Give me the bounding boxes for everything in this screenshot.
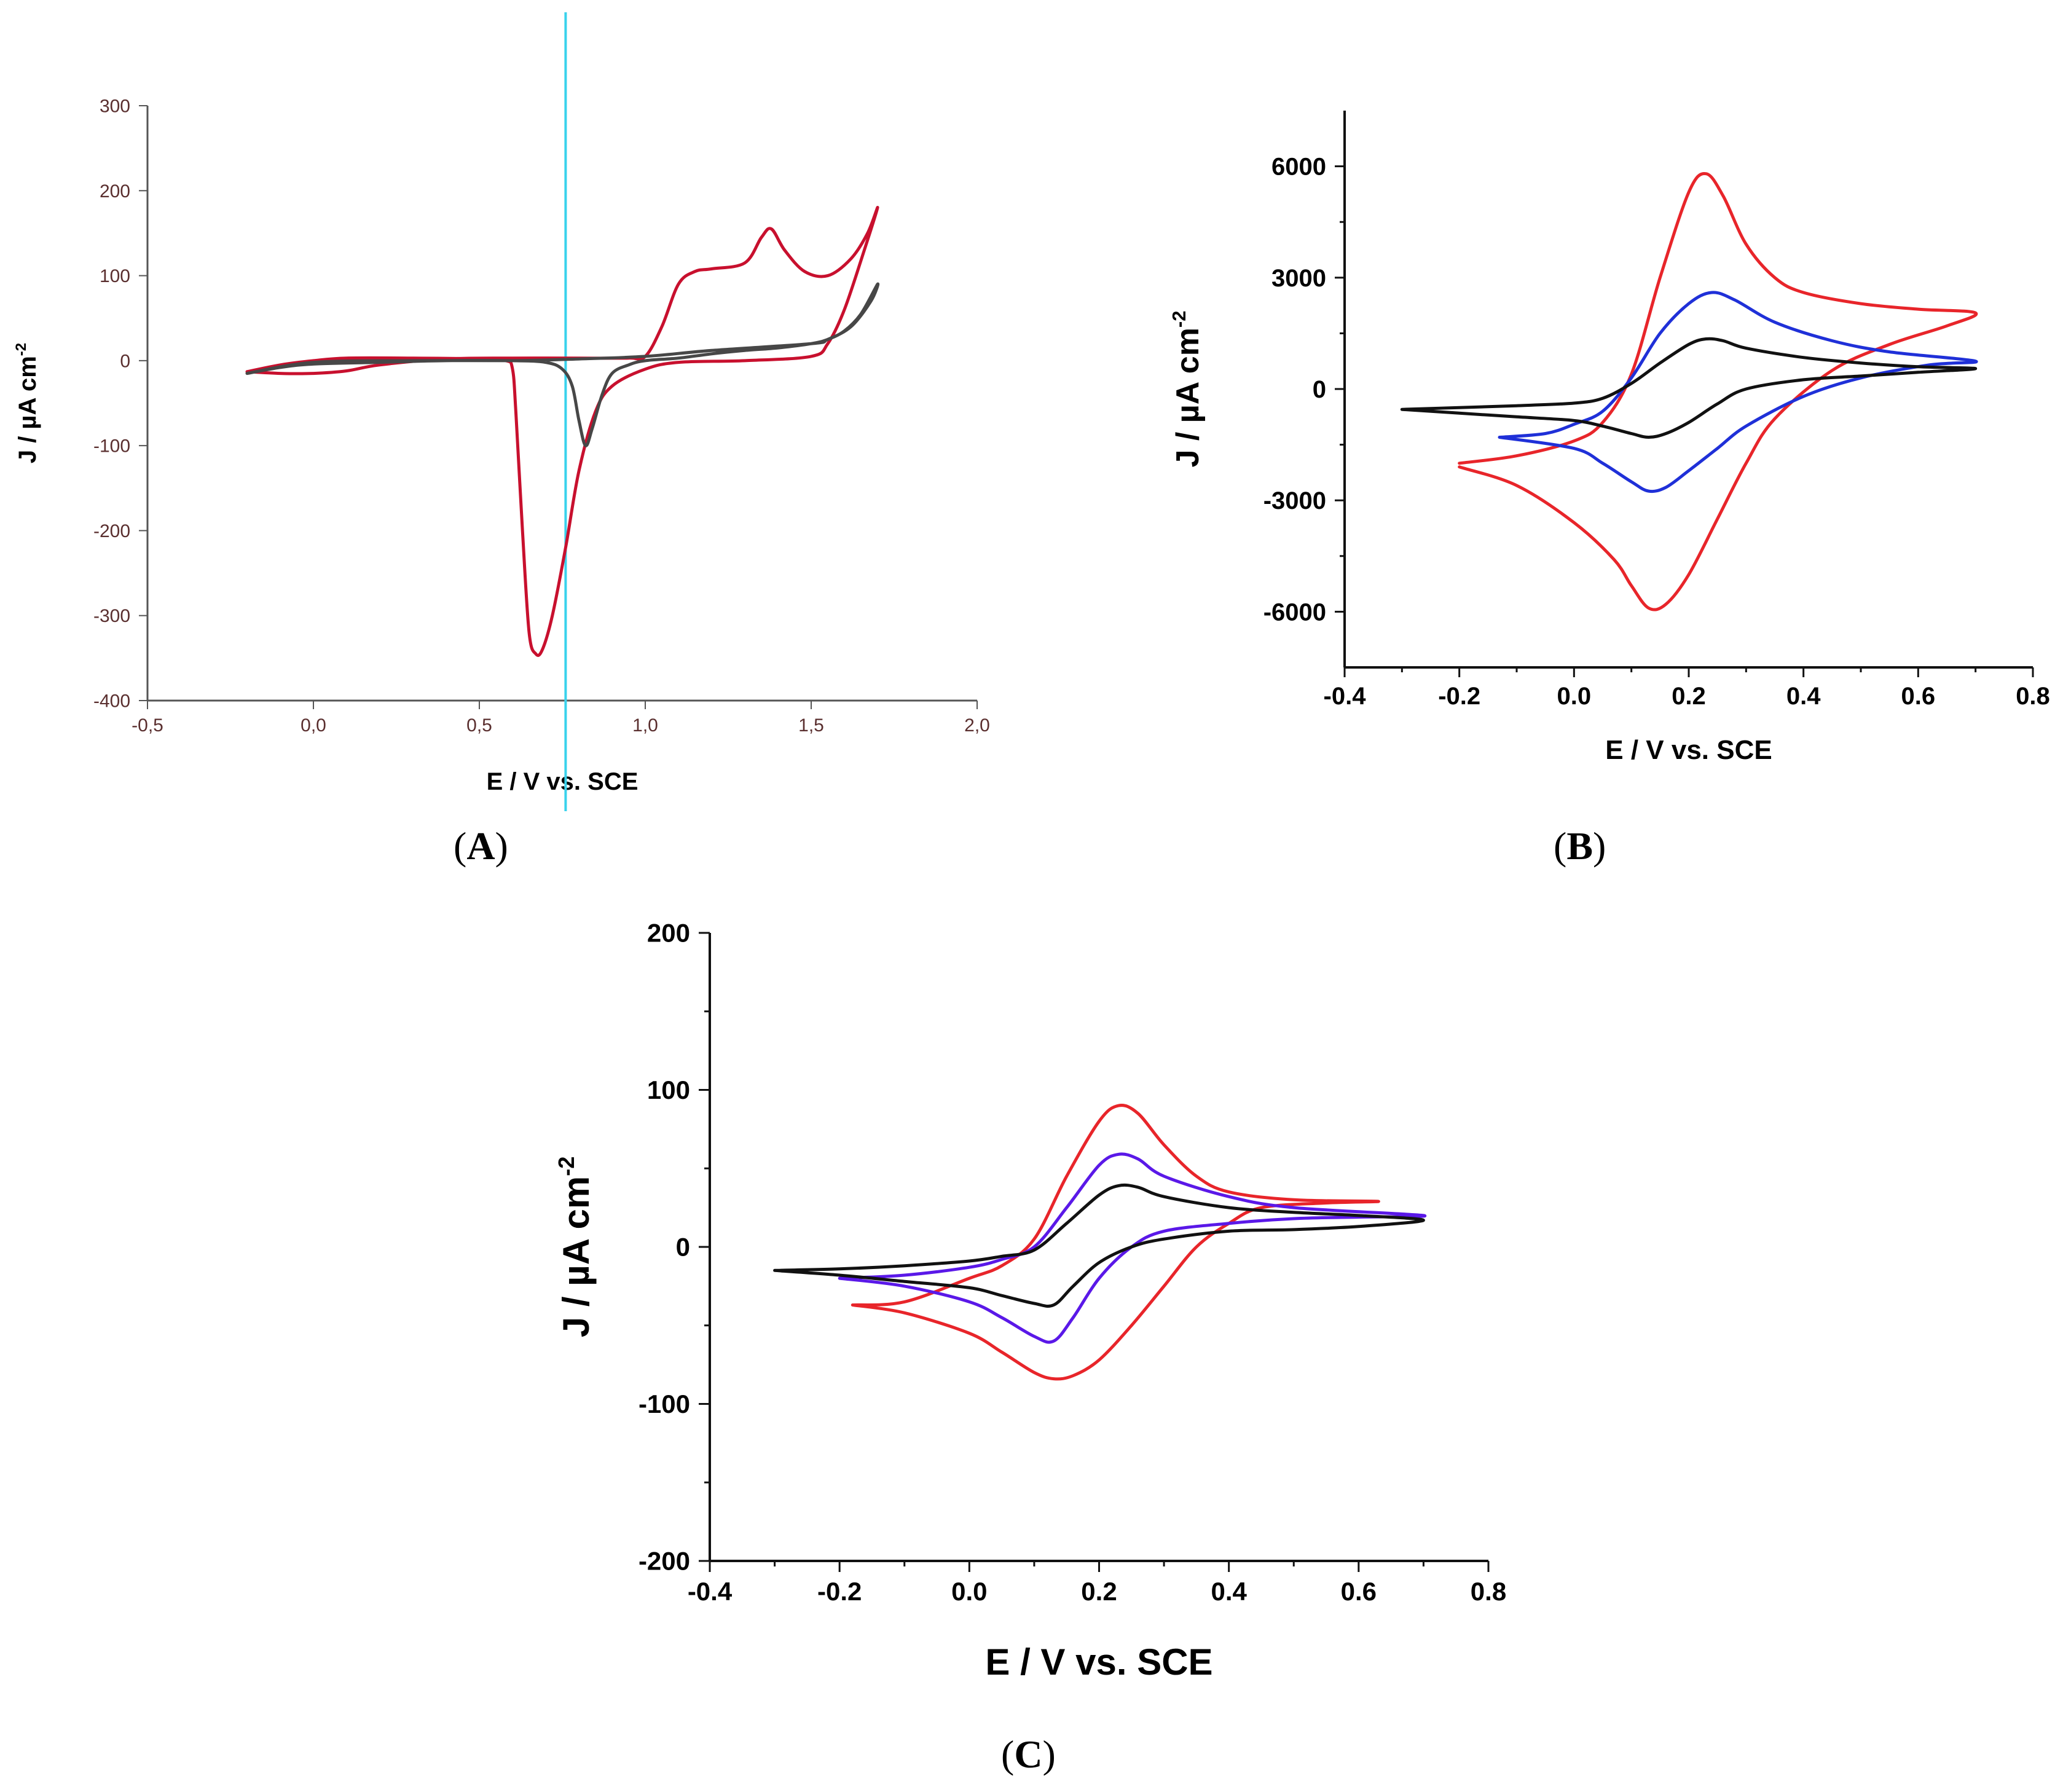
- caption-a-close: ): [495, 824, 508, 868]
- caption-b-open: (: [1554, 824, 1567, 868]
- plot-b: -0.4 -0.2 0.0 0.2 0.4 0.6 0.8 -6000 -3000 0 3000 60…: [1168, 111, 2050, 765]
- chart-a-y-tick-label: 100: [100, 266, 130, 286]
- chart-c-x-tick-label: 0.4: [1211, 1577, 1247, 1606]
- chart-c-y-tick-label: 100: [647, 1075, 690, 1104]
- chart-a-y-label-main: J / µA cm: [14, 356, 41, 463]
- chart-a-x-tick-label: 0,0: [301, 715, 326, 736]
- chart-a-x-label: E / V vs. SCE: [487, 768, 639, 795]
- chart-c-series-violet: [838, 1152, 1427, 1344]
- chart-c-y-label-sup: -2: [554, 1157, 579, 1176]
- caption-a-open: (: [454, 824, 467, 868]
- chart-a-y-label-sup: -2: [13, 343, 29, 356]
- chart-b-x-tick-label: 0.2: [1672, 683, 1706, 710]
- caption-c-open: (: [1001, 1732, 1015, 1776]
- chart-b-y-tick-label: -3000: [1263, 487, 1326, 514]
- chart-a-y-label: J / µA cm-2: [13, 343, 41, 463]
- plot-c: -0.4 -0.2 0.0 0.2 0.4 0.6 0.8 -200 -100 0 100 200 E …: [554, 919, 1506, 1683]
- caption-b: (B): [1554, 823, 1606, 869]
- chart-b-y-tick-label: 6000: [1271, 154, 1326, 181]
- chart-c-y-tick-label: 0: [676, 1233, 690, 1262]
- chart-b-x-tick-label: 0.0: [1557, 683, 1592, 710]
- chart-c-x-tick-label: -0.4: [688, 1577, 733, 1606]
- chart-a-y-tick-label: -100: [93, 436, 130, 457]
- chart-a-x-tick-label: 1,0: [632, 715, 658, 736]
- chart-a-y-tick-label: -300: [93, 606, 130, 626]
- chart-b-y-label: J / µA cm-2: [1168, 310, 1206, 467]
- chart-a-y-tick-label: 0: [120, 351, 130, 371]
- chart-a-y-tick-label: -200: [93, 521, 130, 541]
- chart-a-y-tick-label: 200: [100, 181, 130, 202]
- chart-a-y-tick-label: 300: [100, 96, 130, 117]
- chart-a-series-red: [245, 206, 879, 657]
- chart-a-series-gray: [245, 282, 880, 447]
- chart-c-series-red: [851, 1104, 1380, 1381]
- chart-c-x-tick-label: 0.2: [1081, 1577, 1117, 1606]
- chart-a-x-tick-label: 1,5: [798, 715, 824, 736]
- chart-b-x-tick-label: -0.4: [1324, 683, 1367, 710]
- chart-c-x-tick-label: -0.2: [817, 1577, 862, 1606]
- chart-b-x-tick-label: -0.2: [1438, 683, 1480, 710]
- chart-a-y-tick-label: -400: [93, 691, 130, 712]
- plot-a: -0,5 0,0 0,5 1,0 1,5 2,0 -400 -300 -200 -100 0 100 2…: [13, 12, 990, 811]
- chart-b-series-red: [1458, 172, 1978, 611]
- chart-b-series-blue: [1498, 291, 1978, 493]
- caption-c-letter: C: [1014, 1732, 1043, 1776]
- chart-c-x-tick-label: 0.6: [1341, 1577, 1377, 1606]
- chart-c-x-label: E / V vs. SCE: [985, 1641, 1212, 1683]
- chart-b-y-tick-label: 3000: [1271, 265, 1326, 292]
- chart-b-series-black: [1400, 337, 1978, 439]
- chart-c-y-tick-label: 200: [647, 919, 690, 948]
- chart-b-y-tick-label: 0: [1313, 376, 1326, 403]
- chart-a-x-tick-label: 0,5: [466, 715, 492, 736]
- chart-c-y-tick-label: -200: [639, 1547, 690, 1576]
- chart-b-y-label-sup: -2: [1168, 310, 1190, 328]
- caption-b-letter: B: [1566, 824, 1593, 868]
- chart-c-series-black: [773, 1183, 1425, 1308]
- chart-b-x-tick-label: 0.4: [1786, 683, 1821, 710]
- chart-c-x-tick-label: 0.0: [951, 1577, 987, 1606]
- chart-b-x-label: E / V vs. SCE: [1605, 735, 1772, 765]
- chart-b-y-tick-label: -6000: [1263, 599, 1326, 626]
- chart-c-y-tick-label: -100: [639, 1389, 690, 1418]
- caption-c-close: ): [1042, 1732, 1056, 1776]
- chart-a-x-tick-label: 2,0: [964, 715, 990, 736]
- chart-c-x-tick-label: 0.8: [1471, 1577, 1506, 1606]
- caption-a: (A): [454, 823, 508, 869]
- chart-b-x-tick-label: 0.8: [2016, 683, 2050, 710]
- chart-b-x-tick-label: 0.6: [1901, 683, 1936, 710]
- caption-c: (C): [1001, 1732, 1056, 1777]
- chart-b-y-label-main: J / µA cm: [1170, 328, 1206, 467]
- caption-b-close: ): [1593, 824, 1606, 868]
- caption-a-letter: A: [466, 824, 495, 868]
- chart-a-x-tick-label: -0,5: [132, 715, 163, 736]
- chart-c-y-label-main: J / µA cm: [556, 1176, 597, 1337]
- chart-c-y-label: J / µA cm-2: [554, 1157, 597, 1337]
